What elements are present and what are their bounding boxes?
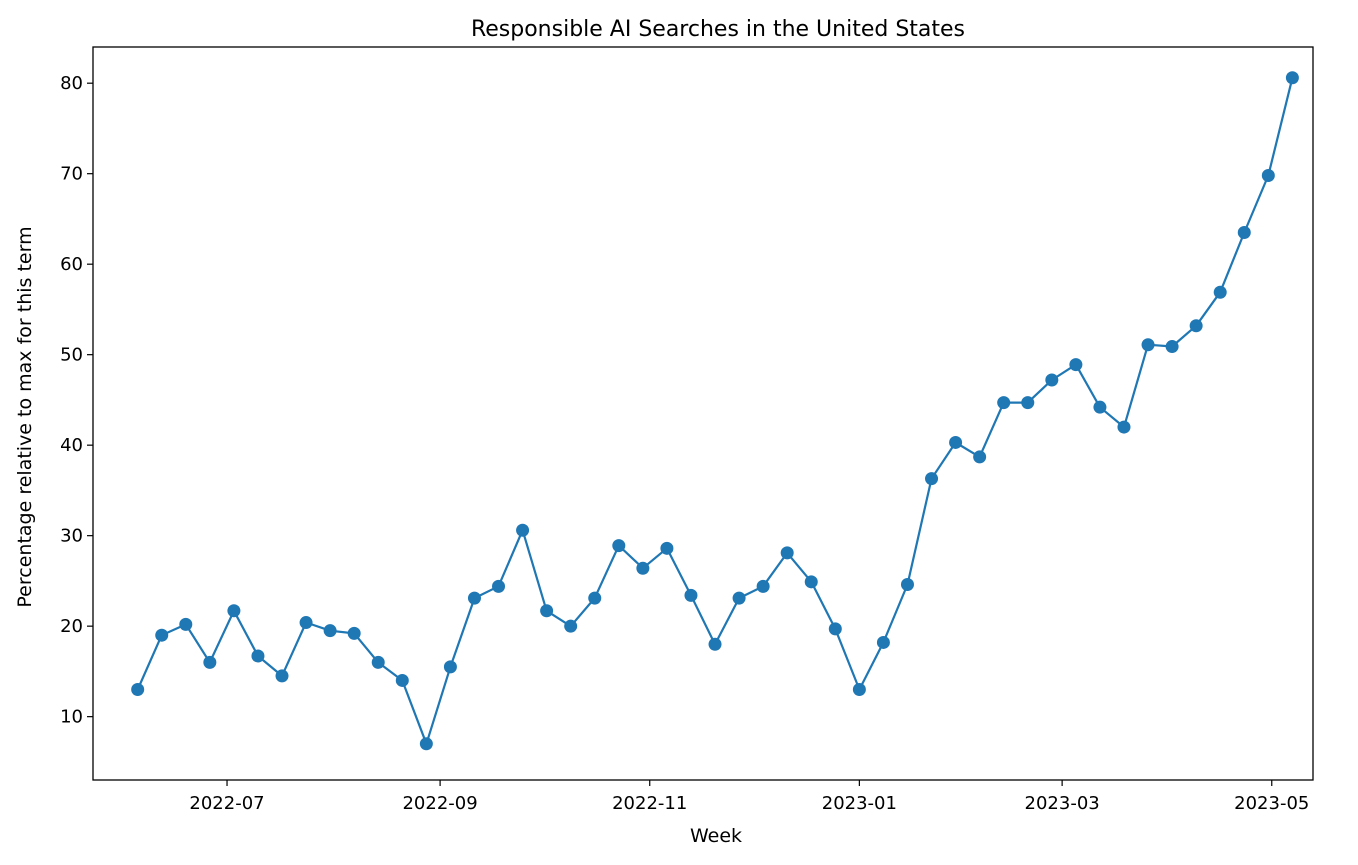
data-point xyxy=(756,579,770,593)
data-point xyxy=(492,579,506,593)
data-point xyxy=(540,604,554,618)
y-axis-label: Percentage relative to max for this term xyxy=(14,226,36,607)
data-point xyxy=(203,655,217,669)
data-point xyxy=(275,669,289,683)
y-tick-label: 70 xyxy=(60,164,83,185)
y-tick-label: 80 xyxy=(60,73,83,94)
data-point xyxy=(251,649,265,663)
data-point xyxy=(1117,420,1131,434)
data-point xyxy=(323,624,337,638)
data-point xyxy=(131,683,145,697)
y-tick-label: 20 xyxy=(60,616,83,637)
data-point xyxy=(419,737,433,751)
plot-area-frame xyxy=(92,46,1314,781)
data-point xyxy=(828,622,842,636)
data-point xyxy=(900,578,914,592)
data-point xyxy=(852,683,866,697)
data-point xyxy=(780,546,794,560)
data-point xyxy=(973,450,987,464)
x-axis-label: Week xyxy=(690,825,742,847)
data-point xyxy=(227,604,241,618)
data-point xyxy=(588,591,602,605)
data-point xyxy=(564,619,578,633)
data-point xyxy=(1069,358,1083,372)
x-tick-label: 2022-07 xyxy=(189,793,264,814)
y-tick-label: 10 xyxy=(60,707,83,728)
x-axis: 2022-07 2022-09 2022-11 2023-01 2023-03 2023-… xyxy=(189,780,1309,814)
y-tick-label: 30 xyxy=(60,526,83,547)
x-tick-label: 2023-03 xyxy=(1025,793,1100,814)
data-point xyxy=(467,591,481,605)
data-point xyxy=(612,539,626,553)
data-point xyxy=(1165,340,1179,354)
data-point xyxy=(516,523,530,537)
x-tick-label: 2022-11 xyxy=(612,793,687,814)
data-point xyxy=(179,617,193,631)
chart-title: Responsible AI Searches in the United St… xyxy=(471,17,965,42)
data-point xyxy=(371,655,385,669)
data-point xyxy=(299,616,313,630)
x-tick-label: 2022-09 xyxy=(402,793,477,814)
y-tick-label: 40 xyxy=(60,435,83,456)
y-tick-label: 50 xyxy=(60,345,83,366)
data-point xyxy=(949,435,963,449)
data-point xyxy=(997,396,1011,410)
series-layer xyxy=(131,71,1299,751)
data-point xyxy=(636,561,650,575)
data-point xyxy=(708,637,722,651)
data-point xyxy=(804,575,818,589)
x-tick-label: 2023-01 xyxy=(822,793,897,814)
data-point xyxy=(1141,338,1155,352)
y-axis: 10 20 30 40 50 60 70 80 xyxy=(60,73,93,728)
data-point xyxy=(684,588,698,602)
data-point xyxy=(155,628,169,642)
data-point xyxy=(1237,226,1251,240)
data-point xyxy=(1093,400,1107,414)
data-point xyxy=(1021,396,1035,410)
data-point xyxy=(1213,285,1227,299)
data-point xyxy=(395,673,409,687)
data-point xyxy=(876,635,890,649)
data-point xyxy=(1045,373,1059,387)
data-point xyxy=(1261,169,1275,183)
data-point xyxy=(925,472,939,486)
data-point xyxy=(347,626,361,640)
data-point xyxy=(732,591,746,605)
data-point xyxy=(660,541,674,555)
x-tick-label: 2023-05 xyxy=(1234,793,1309,814)
data-point xyxy=(1285,71,1299,85)
data-point xyxy=(443,660,457,674)
y-tick-label: 60 xyxy=(60,254,83,275)
data-point xyxy=(1189,319,1203,333)
